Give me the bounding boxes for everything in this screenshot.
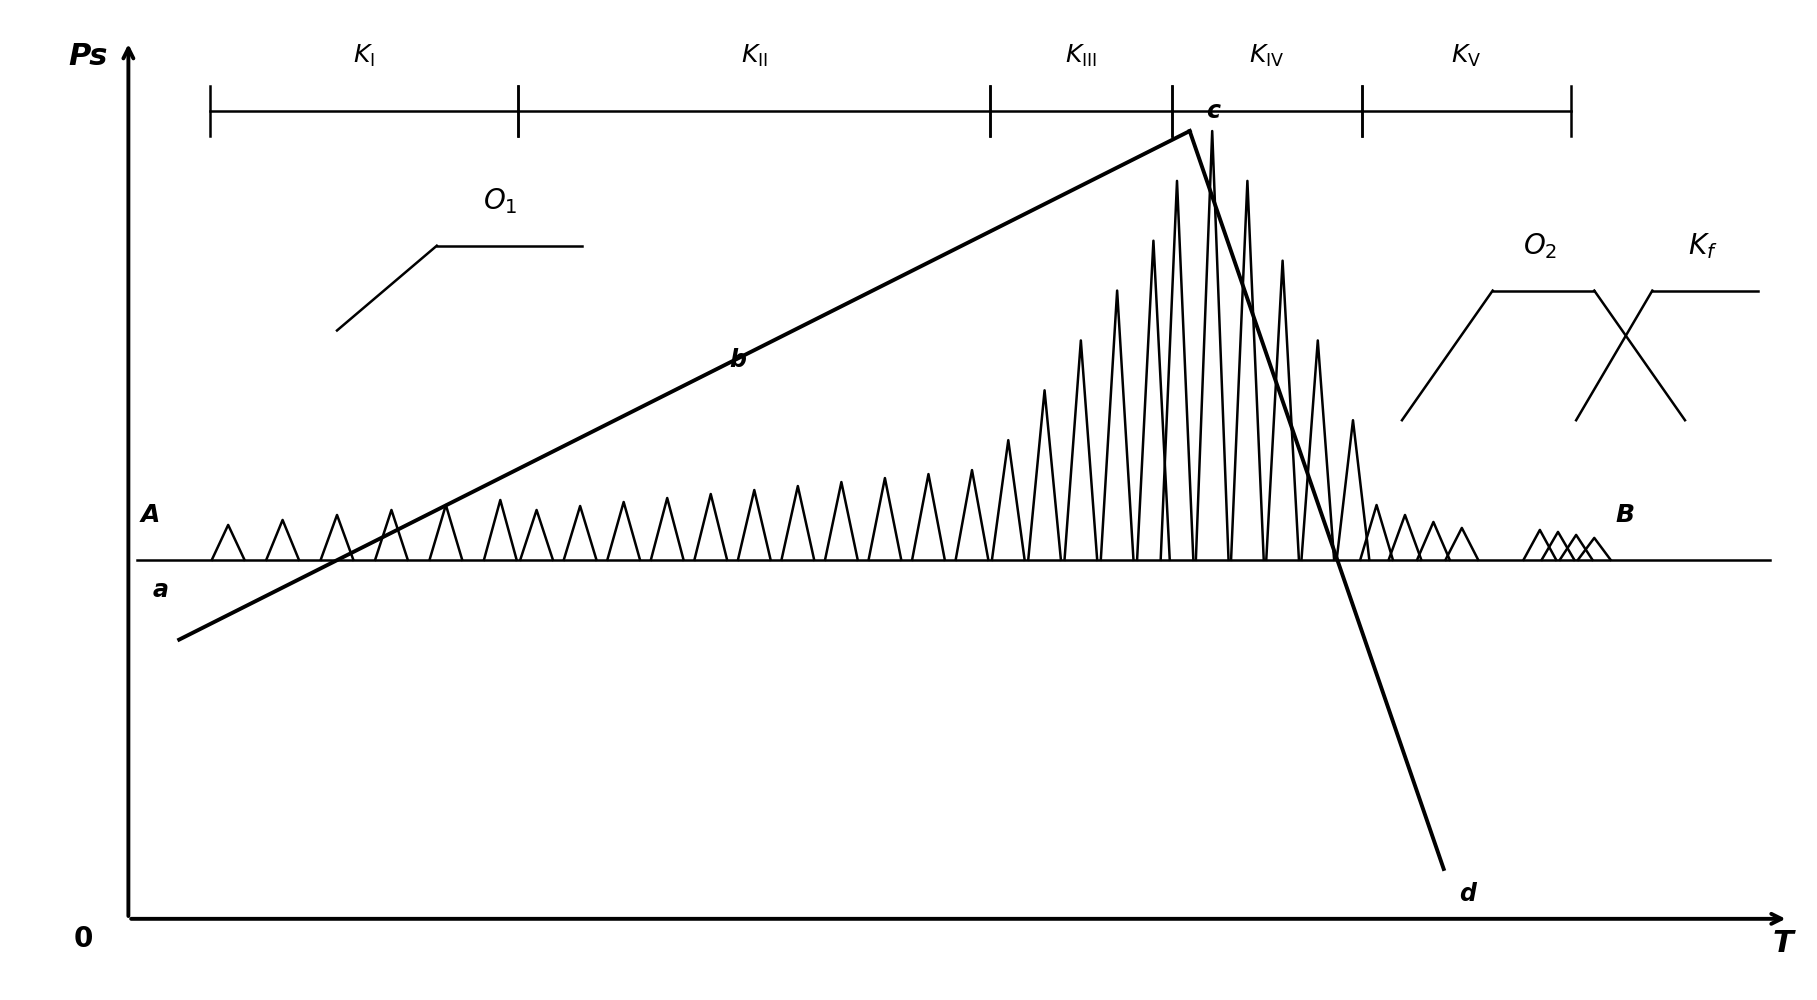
- Text: Ps: Ps: [69, 42, 109, 71]
- Text: $O_1$: $O_1$: [483, 186, 518, 216]
- Text: B: B: [1615, 503, 1635, 527]
- Text: b: b: [729, 348, 745, 372]
- Text: T: T: [1773, 929, 1793, 958]
- Text: $K_{\mathrm{V}}$: $K_{\mathrm{V}}$: [1452, 43, 1481, 69]
- Text: a: a: [153, 578, 169, 602]
- Text: $K_{\mathrm{I}}$: $K_{\mathrm{I}}$: [352, 43, 374, 69]
- Text: $K_f$: $K_f$: [1688, 231, 1717, 261]
- Text: $K_{\mathrm{II}}$: $K_{\mathrm{II}}$: [741, 43, 769, 69]
- Text: $K_{\mathrm{III}}$: $K_{\mathrm{III}}$: [1065, 43, 1097, 69]
- Text: c: c: [1206, 99, 1221, 123]
- Text: $O_2$: $O_2$: [1523, 231, 1557, 261]
- Text: $K_{\mathrm{IV}}$: $K_{\mathrm{IV}}$: [1248, 43, 1285, 69]
- Text: A: A: [140, 503, 160, 527]
- Text: d: d: [1459, 882, 1475, 906]
- Text: 0: 0: [73, 925, 93, 953]
